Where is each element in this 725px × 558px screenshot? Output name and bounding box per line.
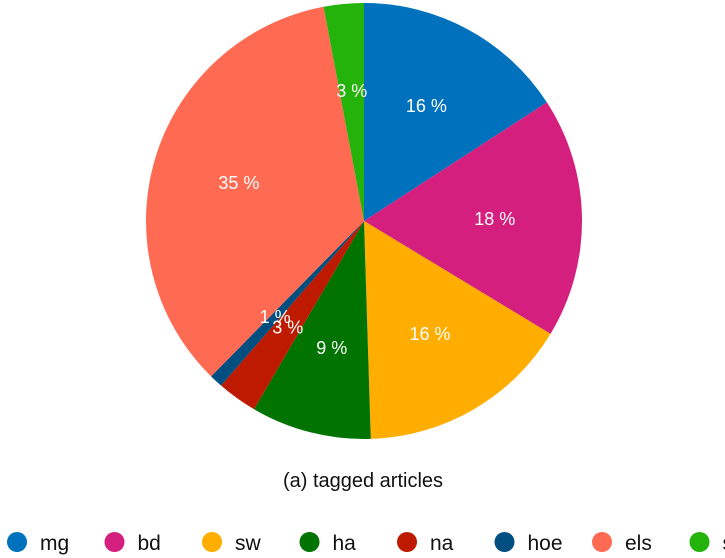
legend-swatch-mg — [7, 532, 27, 552]
legend-label-sw: sw — [235, 532, 262, 555]
legend-swatch-ha — [299, 532, 320, 552]
slice-label-na: 3 % — [272, 317, 303, 337]
legend-label-els: els — [625, 532, 652, 555]
pie-slice-mg — [364, 3, 547, 221]
legend-label-bd: bd — [138, 532, 161, 555]
pie-slice-sw — [364, 221, 551, 439]
slice-label-mg: 16 % — [406, 96, 447, 116]
slice-label-els: 35 % — [218, 173, 259, 193]
legend-item-na: na — [397, 532, 454, 555]
legend-label-ha: ha — [333, 532, 357, 555]
legend-item-sw: sw — [202, 532, 262, 555]
slice-label-bd: 18 % — [474, 209, 515, 229]
legend-swatch-els — [592, 532, 612, 552]
legend-item-mg: mg — [7, 532, 69, 555]
legend-swatch-so — [689, 532, 710, 552]
pie-slice-els — [146, 6, 364, 377]
slice-label-hoe: 1 % — [260, 307, 291, 327]
legend-swatch-na — [397, 532, 417, 552]
pie-slice-ha — [254, 221, 371, 439]
legend-swatch-sw — [202, 532, 222, 552]
pie-slice-bd — [364, 102, 582, 334]
chart-caption: (a) tagged articles — [283, 470, 443, 492]
pie-slice-na — [221, 221, 364, 410]
pie-slice-hoe — [211, 221, 364, 386]
legend-swatch-bd — [104, 532, 125, 552]
pie-slice-labels: 16 %18 %16 %9 %3 %1 %35 %3 % — [218, 81, 515, 358]
legend-label-hoe: hoe — [528, 532, 563, 555]
legend-item-hoe: hoe — [494, 532, 563, 555]
pie-slice-so — [323, 3, 364, 221]
legend-item-bd: bd — [104, 532, 161, 555]
legend-label-mg: mg — [40, 532, 69, 555]
pie-slices — [146, 3, 582, 439]
slice-label-sw: 16 % — [409, 324, 450, 344]
legend-label-so: so — [723, 532, 725, 555]
legend-swatch-hoe — [494, 532, 515, 552]
slice-label-so: 3 % — [336, 81, 367, 101]
legend-label-na: na — [430, 532, 454, 555]
slice-label-ha: 9 % — [316, 338, 347, 358]
legend-item-so: so — [689, 532, 725, 555]
legend: mg bd sw ha na hoe els so — [7, 532, 725, 555]
legend-item-ha: ha — [299, 532, 357, 555]
legend-item-els: els — [592, 532, 652, 555]
